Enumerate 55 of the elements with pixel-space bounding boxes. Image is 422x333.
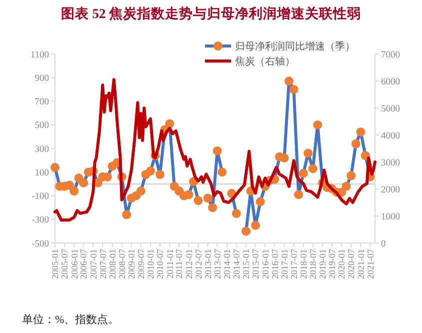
x-tick-label: 2018-07 <box>308 248 318 279</box>
x-tick-label: 2021-07 <box>365 248 376 279</box>
x-tick-label: 2009-01 <box>126 249 137 279</box>
x-tick-label: 2014-07 <box>232 248 242 279</box>
y2-tick-label: 0 <box>381 239 386 250</box>
x-tick-label: 2009-07 <box>136 248 146 279</box>
x-tick-label: 2020-01 <box>336 249 347 279</box>
y-tick-label: 500 <box>34 121 50 132</box>
y2-tick-label: 6000 <box>381 77 400 88</box>
y2-tick-label: 2000 <box>381 185 400 196</box>
x-tick-label: 2005-07 <box>60 248 70 279</box>
y2-tick-label: 3000 <box>381 158 400 168</box>
y2-tick-label: 1000 <box>381 212 400 222</box>
x-tick-label: 2019-01 <box>318 249 328 279</box>
x-tick-label: 2015-01 <box>241 249 252 279</box>
y2-tick-label: 5000 <box>381 104 400 114</box>
x-tick-label: 2011-07 <box>174 248 184 279</box>
x-tick-label: 2008-07 <box>116 248 127 279</box>
y-tick-label: 700 <box>34 98 50 108</box>
y-tick-label: -500 <box>32 239 50 250</box>
x-tick-label: 2020-07 <box>346 248 356 279</box>
x-tick-label: 2010-01 <box>146 249 156 279</box>
x-tick-label: 2014-01 <box>222 249 232 279</box>
y-tick-label: 1100 <box>30 50 50 60</box>
x-tick-label: 2007-07 <box>98 248 108 279</box>
x-tick-label: 2005-01 <box>50 249 60 279</box>
x-tick-label: 2016-01 <box>260 249 270 279</box>
y2-tick-label: 7000 <box>381 50 400 60</box>
chart-title: 图表 52 焦炭指数走势与归母净利润增速关联性弱 <box>60 5 362 21</box>
x-tick-label: 2019-07 <box>327 248 338 279</box>
x-tick-label: 2010-07 <box>155 248 166 279</box>
x-tick-label: 2012-01 <box>184 249 194 279</box>
x-tick-label: 2006-01 <box>69 249 80 279</box>
y-tick-label: -300 <box>32 216 50 226</box>
x-tick-label: 2011-01 <box>164 249 175 279</box>
y2-tick-label: 4000 <box>381 131 400 142</box>
x-tick-label: 2016-07 <box>270 248 280 279</box>
legend-label: 归母净利润同比增速（季） <box>235 40 355 52</box>
text: 单位：%、指数点。 <box>22 313 120 326</box>
x-tick-label: 2013-01 <box>203 249 214 279</box>
x-tick-label: 2021-01 <box>356 249 366 279</box>
x-tick-label: 2017-01 <box>279 249 290 279</box>
y-tick-label: -100 <box>32 192 50 202</box>
x-tick-label: 2007-01 <box>88 249 98 279</box>
y-tick-label: 300 <box>34 144 50 155</box>
y-tick-label: 900 <box>34 74 50 84</box>
x-tick-label: 2008-01 <box>107 249 118 279</box>
x-tick-label: 2018-01 <box>298 249 309 279</box>
x-tick-label: 2006-07 <box>78 248 89 279</box>
x-tick-label: 2015-07 <box>250 248 261 279</box>
x-tick-label: 2017-07 <box>288 248 299 279</box>
legend-label: 焦炭（右轴） <box>235 56 295 68</box>
x-tick-label: 2012-07 <box>193 248 204 279</box>
y-tick-label: 100 <box>34 168 50 178</box>
x-tick-label: 2013-07 <box>212 248 222 279</box>
